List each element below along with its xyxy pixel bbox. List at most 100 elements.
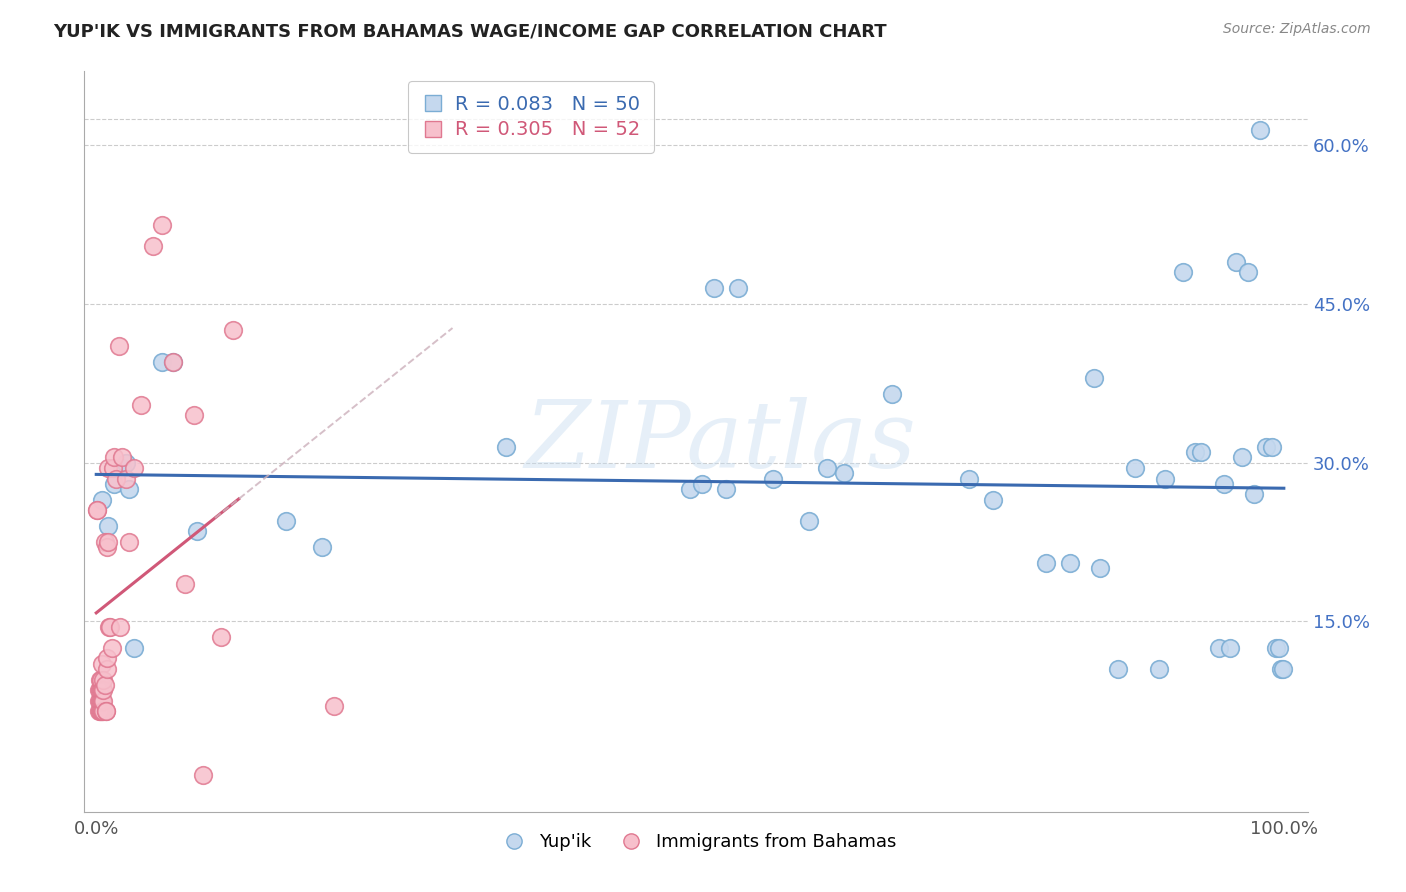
- Point: [96, 651, 118, 665]
- Point: [91, 694, 114, 708]
- Point: [90, 694, 112, 708]
- Point: [703, 281, 725, 295]
- Point: [957, 472, 980, 486]
- Point: [1270, 662, 1292, 676]
- Point: [311, 541, 333, 555]
- Point: [1184, 445, 1206, 459]
- Point: [1261, 440, 1284, 454]
- Point: [101, 461, 124, 475]
- Point: [97, 519, 120, 533]
- Point: [103, 450, 125, 465]
- Point: [93, 673, 115, 687]
- Point: [90, 673, 112, 687]
- Point: [91, 683, 114, 698]
- Point: [97, 535, 120, 549]
- Point: [690, 476, 713, 491]
- Point: [1232, 450, 1254, 465]
- Point: [118, 482, 141, 496]
- Point: [98, 620, 121, 634]
- Point: [115, 456, 138, 470]
- Point: [1219, 640, 1241, 655]
- Point: [89, 683, 111, 698]
- Point: [1271, 662, 1294, 676]
- Point: [1083, 371, 1105, 385]
- Point: [86, 503, 108, 517]
- Point: [186, 524, 208, 539]
- Point: [1154, 472, 1177, 486]
- Point: [96, 541, 118, 555]
- Point: [1107, 662, 1129, 676]
- Point: [1189, 445, 1212, 459]
- Point: [89, 704, 111, 718]
- Point: [495, 440, 517, 454]
- Point: [1213, 476, 1236, 491]
- Point: [86, 503, 108, 517]
- Point: [815, 461, 838, 475]
- Point: [1059, 556, 1081, 570]
- Point: [1147, 662, 1170, 676]
- Point: [1171, 265, 1194, 279]
- Point: [118, 535, 141, 549]
- Point: [91, 492, 114, 507]
- Point: [89, 673, 111, 687]
- Point: [797, 514, 820, 528]
- Point: [1035, 556, 1057, 570]
- Point: [880, 387, 903, 401]
- Point: [142, 239, 165, 253]
- Point: [183, 408, 205, 422]
- Point: [111, 450, 134, 465]
- Point: [1249, 122, 1271, 136]
- Point: [87, 704, 110, 718]
- Point: [1225, 254, 1247, 268]
- Point: [1125, 461, 1147, 475]
- Point: [1243, 487, 1265, 501]
- Point: [1237, 265, 1260, 279]
- Point: [90, 704, 112, 718]
- Point: [107, 339, 129, 353]
- Point: [834, 467, 856, 481]
- Point: [191, 767, 214, 781]
- Point: [1254, 440, 1277, 454]
- Point: [90, 683, 112, 698]
- Point: [93, 683, 115, 698]
- Point: [108, 620, 131, 634]
- Point: [209, 630, 232, 644]
- Point: [100, 640, 122, 655]
- Point: [162, 355, 184, 369]
- Point: [174, 577, 197, 591]
- Point: [981, 492, 1004, 507]
- Point: [1208, 640, 1230, 655]
- Point: [762, 472, 785, 486]
- Point: [91, 704, 114, 718]
- Point: [94, 704, 117, 718]
- Point: [100, 620, 122, 634]
- Point: [103, 476, 125, 491]
- Point: [131, 398, 153, 412]
- Point: [96, 662, 118, 676]
- Text: YUP'IK VS IMMIGRANTS FROM BAHAMAS WAGE/INCOME GAP CORRELATION CHART: YUP'IK VS IMMIGRANTS FROM BAHAMAS WAGE/I…: [53, 22, 887, 40]
- Point: [322, 698, 344, 713]
- Point: [87, 694, 110, 708]
- Point: [150, 218, 173, 232]
- Point: [1268, 640, 1291, 655]
- Point: [122, 640, 145, 655]
- Point: [93, 704, 115, 718]
- Point: [111, 461, 134, 475]
- Point: [89, 694, 111, 708]
- Point: [222, 324, 245, 338]
- Point: [93, 535, 115, 549]
- Point: [93, 694, 115, 708]
- Text: Source: ZipAtlas.com: Source: ZipAtlas.com: [1223, 22, 1371, 37]
- Point: [727, 281, 749, 295]
- Text: ZIPatlas: ZIPatlas: [524, 397, 917, 486]
- Point: [679, 482, 702, 496]
- Point: [1088, 561, 1111, 575]
- Point: [91, 657, 114, 671]
- Point: [87, 683, 110, 698]
- Point: [122, 461, 145, 475]
- Point: [150, 355, 173, 369]
- Point: [94, 704, 117, 718]
- Point: [1264, 640, 1286, 655]
- Legend: Yup'ik, Immigrants from Bahamas: Yup'ik, Immigrants from Bahamas: [488, 826, 904, 858]
- Point: [97, 461, 120, 475]
